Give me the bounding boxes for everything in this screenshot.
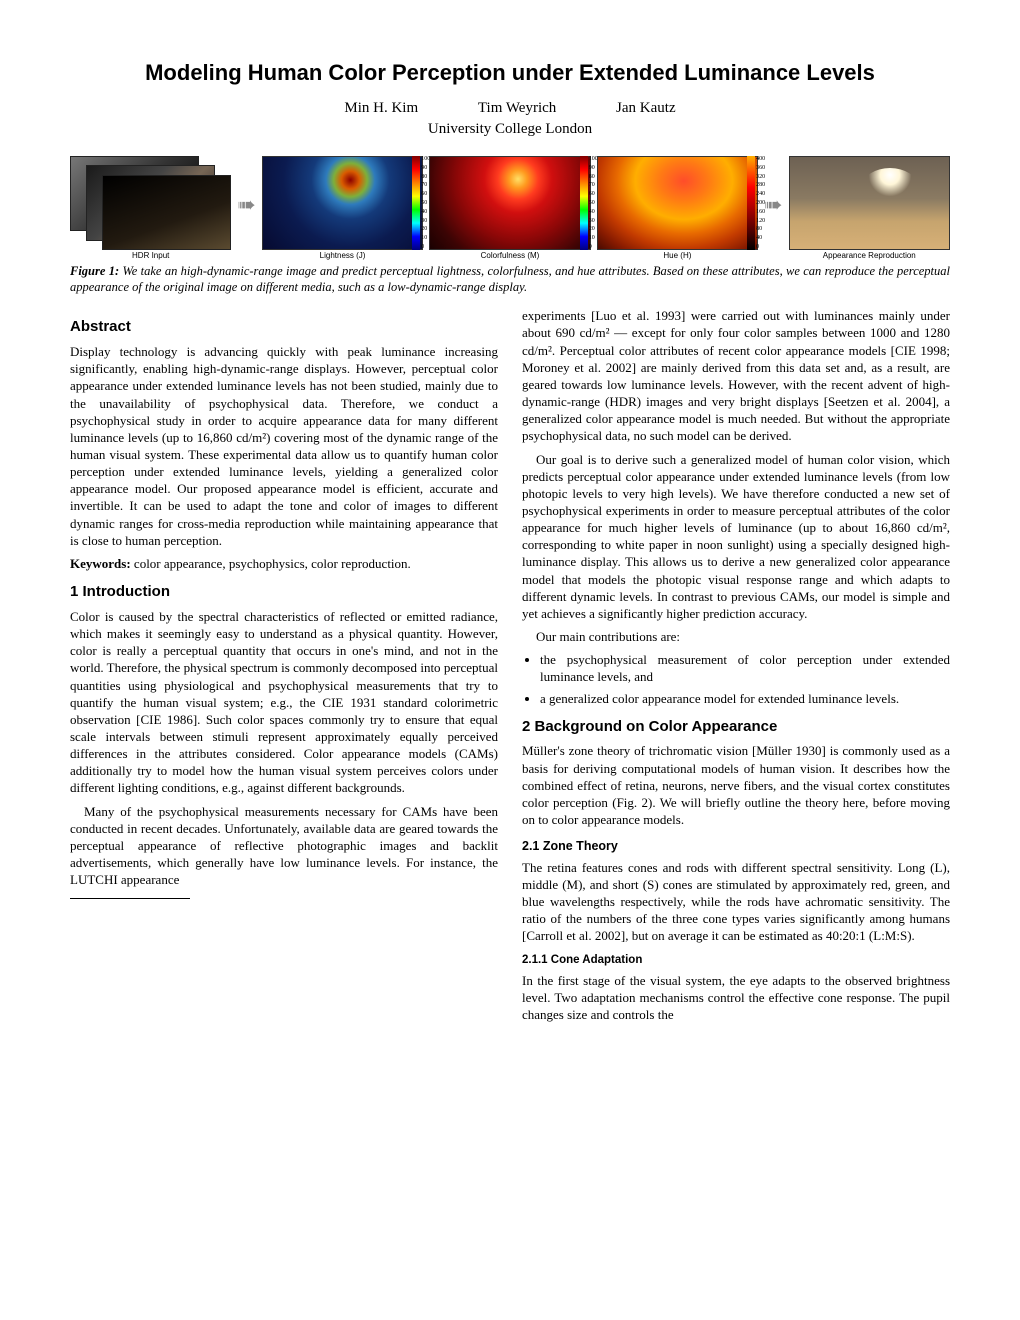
fig1-label-2: Colorfulness (M) <box>429 252 590 260</box>
affiliation: University College London <box>70 121 950 138</box>
colorfulness-image <box>429 156 590 250</box>
fig1-label-4: Appearance Reproduction <box>789 252 950 260</box>
fig1-panel-reproduction: Appearance Reproduction <box>789 150 950 260</box>
contributions-list: the psychophysical measurement of color … <box>540 651 950 706</box>
section-2-1-heading: 2.1 Zone Theory <box>522 838 950 855</box>
fig1-label-1: Lightness (J) <box>262 252 423 260</box>
section-2-p1: Müller's zone theory of trichromatic vis… <box>522 742 950 828</box>
fig1-label-0: HDR Input <box>70 252 231 260</box>
body-columns: Abstract Display technology is advancing… <box>70 307 950 1029</box>
section-2-1-1-p1: In the first stage of the visual system,… <box>522 972 950 1023</box>
keywords-line: Keywords: color appearance, psychophysic… <box>70 555 498 572</box>
keywords-text: color appearance, psychophysics, color r… <box>134 556 411 571</box>
contributions-lead: Our main contributions are: <box>522 628 950 645</box>
colorbar-hue: 400 360 320 280 240 200 160 120 80 40 0 <box>747 156 759 250</box>
keywords-label: Keywords: <box>70 556 131 571</box>
paper-title: Modeling Human Color Perception under Ex… <box>70 60 950 86</box>
reproduction-image <box>789 156 950 250</box>
contribution-1: the psychophysical measurement of color … <box>540 651 950 685</box>
arrow-icon: ➠ <box>764 192 782 218</box>
figure-1-caption: Figure 1: We take an high-dynamic-range … <box>70 264 950 295</box>
fig1-panel-hdr: HDR Input <box>70 150 231 260</box>
section-1-p1: Color is caused by the spectral characte… <box>70 608 498 797</box>
section-1-heading: 1 Introduction <box>70 582 498 602</box>
fig1-panel-lightness: 100 90 80 70 60 50 40 30 20 10 0 Lightne… <box>262 150 423 260</box>
figure-1-caption-lead: Figure 1: <box>70 264 119 278</box>
hue-image <box>597 156 758 250</box>
author-2: Tim Weyrich <box>478 100 556 117</box>
fig1-panel-colorfulness: 100 90 80 70 60 50 40 30 20 10 0 Colorfu… <box>429 150 590 260</box>
section-2-heading: 2 Background on Color Appearance <box>522 717 950 737</box>
arrow-icon: ➠ <box>237 192 255 218</box>
colorbar-colorfulness: 100 90 80 70 60 50 40 30 20 10 0 <box>580 156 592 250</box>
author-3: Jan Kautz <box>616 100 676 117</box>
section-1-cont2: Our goal is to derive such a generalized… <box>522 451 950 623</box>
section-2-1-p1: The retina features cones and rods with … <box>522 859 950 945</box>
hdr-input-image <box>70 156 231 250</box>
lightness-image <box>262 156 423 250</box>
section-1-cont1: experiments [Luo et al. 1993] were carri… <box>522 307 950 444</box>
fig1-label-3: Hue (H) <box>597 252 758 260</box>
author-1: Min H. Kim <box>344 100 418 117</box>
contribution-2: a generalized color appearance model for… <box>540 690 950 707</box>
figure-1: HDR Input ➠ 100 90 80 70 60 50 40 30 <box>70 150 950 260</box>
abstract-text: Display technology is advancing quickly … <box>70 343 498 549</box>
authors-line: Min H. Kim Tim Weyrich Jan Kautz <box>70 100 950 117</box>
section-1-p2: Many of the psychophysical measurements … <box>70 803 498 889</box>
fig1-panel-hue: 400 360 320 280 240 200 160 120 80 40 0 … <box>597 150 758 260</box>
abstract-heading: Abstract <box>70 317 498 337</box>
figure-1-caption-text: We take an high-dynamic-range image and … <box>70 264 950 294</box>
colorbar-lightness: 100 90 80 70 60 50 40 30 20 10 0 <box>412 156 424 250</box>
section-2-1-1-heading: 2.1.1 Cone Adaptation <box>522 953 950 968</box>
